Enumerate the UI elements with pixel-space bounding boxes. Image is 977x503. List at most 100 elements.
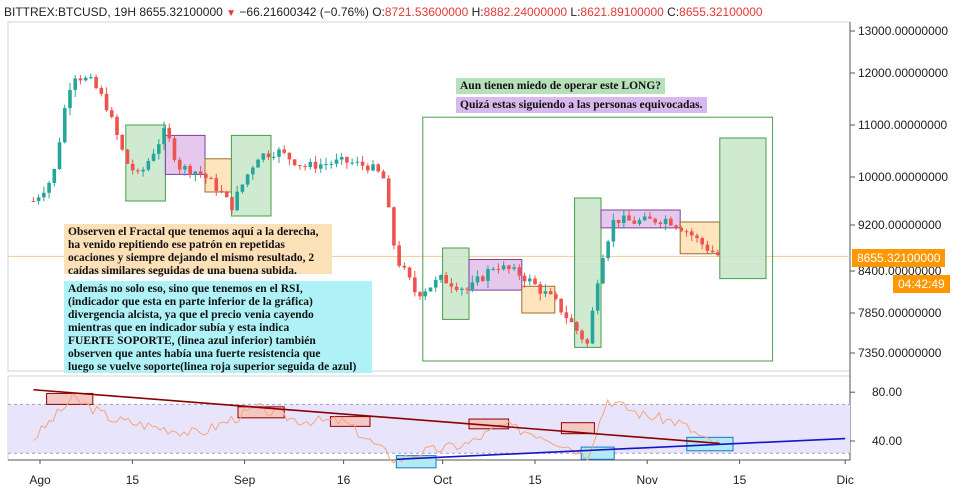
candle-down [538, 284, 543, 294]
candle-up [141, 169, 145, 172]
candle-down [585, 339, 590, 344]
candle-up [162, 127, 166, 145]
candle-down [580, 330, 584, 340]
candle-down [575, 322, 579, 331]
candle-up [637, 220, 642, 224]
candle-down [480, 276, 485, 281]
candle-down [198, 171, 203, 174]
time-tick-label: Ago [29, 473, 51, 487]
pattern-box-green [125, 124, 166, 202]
price-tick-label: 10000.00000000 [858, 170, 948, 184]
time-tick-label: 15 [126, 473, 140, 487]
candle-down [99, 88, 104, 94]
candle-up [89, 77, 93, 79]
candle-up [595, 283, 600, 311]
candle-down [658, 222, 663, 225]
candle-down [695, 235, 699, 239]
candle-down [303, 166, 307, 168]
candle-down [115, 116, 119, 135]
time-tick-label: Nov [637, 473, 658, 487]
rsi-note-line: divergencia alcista, ya que el precio ve… [68, 309, 314, 321]
rsi-box-red [560, 422, 595, 435]
candle-up [42, 192, 46, 198]
candle-up [423, 291, 428, 297]
price-tick-label: 12000.00000000 [858, 66, 948, 80]
candle-down [679, 227, 684, 232]
open-value: 8721.53600000 [384, 5, 469, 19]
candle-down [684, 231, 689, 233]
candle-up [73, 78, 77, 90]
candle-down [266, 153, 271, 158]
candle-down [465, 288, 469, 290]
candle-down [78, 78, 83, 81]
candle-up [271, 156, 276, 158]
candle-down [167, 127, 172, 139]
price-tick-label: 9200.00000000 [858, 218, 942, 232]
low-label: L: [570, 5, 581, 19]
last-price-label: 8655.32100000 [852, 249, 946, 267]
candle-up [491, 268, 495, 270]
candle-down [172, 138, 177, 160]
candle-down [517, 267, 522, 276]
candle-down [219, 190, 224, 192]
candle-down [313, 161, 318, 169]
candle-down [136, 170, 140, 172]
high-label: H: [471, 5, 484, 19]
low-value: 8621.89100000 [580, 5, 664, 19]
price-tick-label: 13000.00000000 [858, 24, 948, 38]
candle-down [533, 278, 537, 285]
candle-up [251, 167, 255, 175]
time-tick-label: Sep [234, 473, 256, 487]
rsi-tick-label: 40.00 [872, 434, 902, 448]
candle-up [240, 184, 245, 192]
candle-down [292, 159, 297, 166]
candle-up [245, 174, 250, 185]
candle-down [407, 267, 412, 278]
candle-up [308, 161, 313, 168]
rsi-line [33, 392, 719, 464]
candle-up [68, 89, 72, 109]
candle-up [606, 241, 610, 259]
candle-down [397, 245, 401, 266]
pattern-box-green [719, 137, 767, 280]
candle-down [454, 286, 459, 291]
candle-up [157, 144, 161, 154]
candle-up [428, 287, 433, 292]
candle-down [418, 292, 422, 297]
candle-down [507, 265, 511, 269]
candle-down [444, 275, 448, 284]
candle-up [486, 268, 490, 281]
candle-down [569, 318, 574, 323]
candle-up [334, 159, 339, 164]
candle-up [512, 267, 516, 269]
candle-up [47, 182, 51, 193]
candle-up [663, 218, 668, 225]
pattern-box-orange [204, 158, 232, 193]
last-price: 8655.32100000 [139, 5, 223, 19]
candle-down [632, 220, 637, 224]
candle-up [183, 166, 187, 170]
candle-up [611, 219, 616, 242]
candle-up [256, 159, 260, 168]
candle-down [674, 225, 678, 228]
rsi-note-line: observen que antes había una fuerte resi… [68, 348, 321, 360]
time-tick-label: 15 [528, 473, 542, 487]
close-value: 8655.32100000 [679, 5, 763, 19]
time-tick-label: 16 [337, 473, 351, 487]
rsi-box-red [329, 416, 371, 427]
candle-up [470, 282, 475, 290]
candle-down [125, 149, 130, 164]
candle-down [402, 265, 407, 268]
candle-up [193, 171, 198, 175]
candle-down [548, 291, 553, 295]
question-label: Aun tienen miedo de operar este LONG? [456, 78, 666, 94]
fractal-note: Observen el Fractal que tenemos aquí a l… [64, 224, 332, 277]
candle-down [705, 244, 710, 251]
candle-up [371, 164, 375, 171]
candle-down [287, 152, 292, 160]
candle-down [616, 219, 621, 224]
chart-header: BITTREX:BTCUSD, 19H 8655.32100000 ▼ −66.… [4, 5, 763, 19]
candle-up [350, 162, 354, 164]
candle-down [209, 178, 213, 180]
